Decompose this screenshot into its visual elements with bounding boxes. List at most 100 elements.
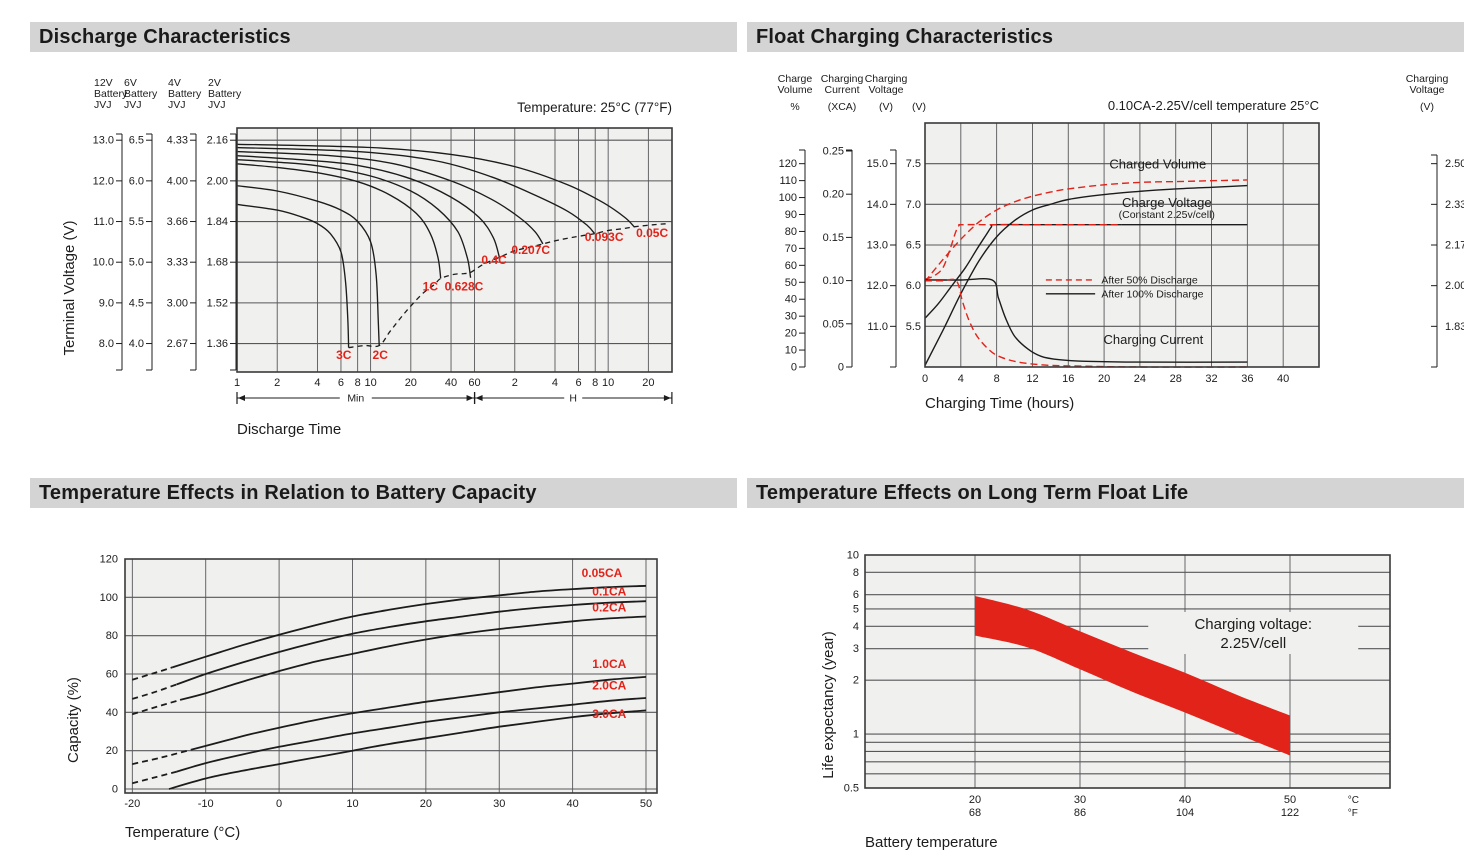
y-tick-label: 1.84 xyxy=(207,216,228,228)
scale-tick-label: 5.5 xyxy=(906,321,921,333)
capacity-curve-1.0CA xyxy=(190,676,647,751)
x-tick-label: 6 xyxy=(338,377,344,389)
y-tick-label: 4.33 xyxy=(167,135,188,147)
discharge-curve-0.4C xyxy=(236,154,501,258)
y-tick-label: 40 xyxy=(106,707,118,719)
y-bracket xyxy=(230,133,237,371)
y-tick-label: 1.68 xyxy=(207,257,228,269)
y-scale-header: Battery xyxy=(168,88,202,100)
discharge-curve-0.093C xyxy=(236,146,596,235)
grid xyxy=(865,555,1390,788)
y-tick-label: 8 xyxy=(853,567,859,579)
x-tick-label: -20 xyxy=(124,798,140,810)
scale-bracket xyxy=(890,149,897,368)
scale-tick-label: 0.05 xyxy=(823,318,844,330)
scale-unit: (V) xyxy=(1420,101,1434,113)
scale-header: Volume xyxy=(777,84,812,96)
legend-label: After 100% Discharge xyxy=(1101,288,1203,300)
x-axis-title: Battery temperature xyxy=(865,834,998,851)
y-scale-header: JVJ xyxy=(124,99,142,111)
scale-tick-label: 6.0 xyxy=(906,280,921,292)
capacity-curve-0.1CA xyxy=(176,600,647,686)
rate-label: 3.0CA xyxy=(592,707,626,721)
scale-tick-label: 2.17 xyxy=(1445,240,1464,252)
discharge-curve-0.05C xyxy=(236,143,635,228)
y-tick-label: 60 xyxy=(106,668,118,680)
cutoff-voltage-locus xyxy=(348,222,669,349)
section-title: Temperature Effects on Long Term Float L… xyxy=(756,482,1189,504)
x-tick-label: 2 xyxy=(274,377,280,389)
legend-item: After 50% Discharge xyxy=(1045,274,1198,286)
charging-current-100-curve xyxy=(924,277,1248,363)
scale-bracket xyxy=(846,149,853,368)
series-label: Charge Voltage xyxy=(1122,195,1212,210)
capacity-curve-2.0CA xyxy=(176,697,647,773)
charge-voltage-50-curve xyxy=(924,223,1122,280)
y-tick-label: 9.0 xyxy=(99,297,114,309)
scale-tick-label: 0.25 xyxy=(823,146,844,158)
y-tick-label: 1.52 xyxy=(207,297,228,309)
scale-header: Voltage xyxy=(1409,84,1444,96)
rate-label: 3C xyxy=(336,348,352,362)
scale-tick-label: 2.50 xyxy=(1445,158,1464,170)
rate-label: 0.4C xyxy=(481,253,507,267)
y-tick-label: 2.00 xyxy=(207,175,228,187)
scale-header: Voltage xyxy=(868,84,903,96)
section-header-temp-capacity: Temperature Effects in Relation to Batte… xyxy=(30,478,737,508)
y-tick-label: 6 xyxy=(853,589,859,601)
x-tick-label: 20 xyxy=(405,377,417,389)
x-tick-label: 40 xyxy=(445,377,457,389)
y-tick-label: 2.67 xyxy=(167,338,188,350)
discharge-curve-1C xyxy=(236,163,442,279)
discharge-curve-0.628C xyxy=(236,159,472,278)
scale-tick-label: 7.5 xyxy=(906,158,921,170)
y-bracket xyxy=(146,133,153,371)
y-axis-title: Life expectancy (year) xyxy=(820,631,837,779)
section-title: Discharge Characteristics xyxy=(39,26,291,48)
annotation-box xyxy=(1148,612,1359,654)
section-title: Temperature Effects in Relation to Batte… xyxy=(39,482,537,504)
x-tick-label-celsius: 40 xyxy=(1179,794,1191,806)
y-axis-title: Capacity (%) xyxy=(65,677,82,763)
scale-tick-label: 0.15 xyxy=(823,232,844,244)
rate-label: 0.093C xyxy=(585,230,624,244)
y-tick-label: 6.0 xyxy=(129,175,144,187)
scale-tick-label: 70 xyxy=(785,243,797,255)
plot-border xyxy=(924,122,1320,368)
x-unit-fahrenheit: °F xyxy=(1348,808,1358,819)
capacity-curve-1.0CA-dashed xyxy=(132,748,192,765)
scale-header: Charging xyxy=(821,73,864,85)
scale-tick-label: 1.83 xyxy=(1445,321,1464,333)
x-tick-label-fahrenheit: 68 xyxy=(969,807,981,819)
x-tick-label: 16 xyxy=(1062,373,1074,385)
x-tick-label: 6 xyxy=(575,377,581,389)
scale-bracket xyxy=(799,149,806,368)
scale-tick-label: 90 xyxy=(785,209,797,221)
y-scale-header: JVJ xyxy=(94,99,112,111)
scale-tick-label: 40 xyxy=(785,294,797,306)
left-scale: 5.5 6.0 6.5 7.0 7.5 (V) xyxy=(906,101,926,333)
y-scale-header: Battery xyxy=(124,88,158,100)
scale-unit: % xyxy=(790,101,799,113)
scale-tick-label: 11.0 xyxy=(867,321,888,333)
grid xyxy=(125,559,657,793)
left-scale: 0 10 20 30 40 50 60 70 80 90 100 110 120 ChargeVolume… xyxy=(777,73,812,374)
y-tick-label: 8.0 xyxy=(99,338,114,350)
plot-border xyxy=(236,127,673,373)
y-tick-label: 20 xyxy=(106,745,118,757)
scale-tick-label: 100 xyxy=(779,192,797,204)
x-tick-label: 36 xyxy=(1241,373,1253,385)
scale-tick-label: 120 xyxy=(779,158,797,170)
scale-tick-label: 7.0 xyxy=(906,199,921,211)
series-label: Charging Current xyxy=(1103,332,1203,347)
y-bracket xyxy=(190,133,197,371)
temperature-annotation: Temperature: 25°C (77°F) xyxy=(517,100,672,115)
y-tick-label: 5 xyxy=(853,603,859,615)
x-tick-label: 0 xyxy=(276,798,282,810)
x-tick-label: 10 xyxy=(346,798,358,810)
rate-label: 0.1CA xyxy=(592,584,626,598)
grid xyxy=(925,123,1319,367)
